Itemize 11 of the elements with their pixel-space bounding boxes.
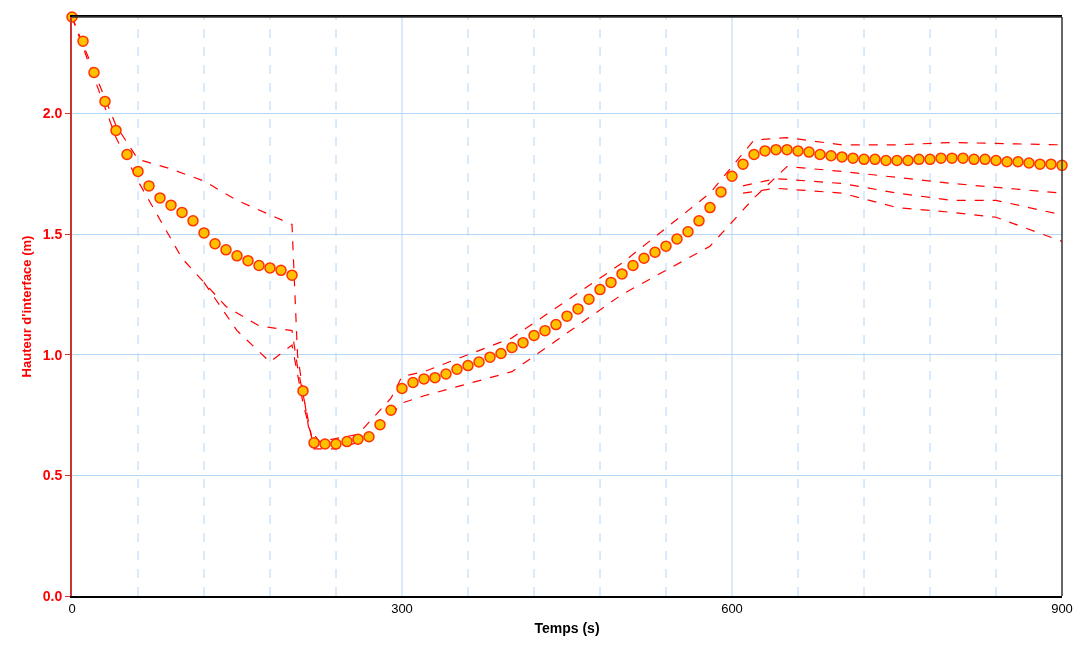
y-tick-label: 2.0 xyxy=(42,105,63,122)
y-tick-label: 0.0 xyxy=(42,587,63,604)
y-tick-label: 1.5 xyxy=(42,226,63,243)
x-tick-label: 600 xyxy=(721,601,743,617)
y-axis-title: Hauteur d'interface (m) xyxy=(19,235,35,378)
x-axis-title: Temps (s) xyxy=(534,620,600,637)
y-tick-label: 1.0 xyxy=(42,346,63,363)
x-tick-label: 900 xyxy=(1051,601,1073,617)
x-tick-label: 0 xyxy=(68,601,76,617)
y-tick-label: 0.5 xyxy=(42,467,63,484)
x-tick-label: 300 xyxy=(391,601,413,617)
